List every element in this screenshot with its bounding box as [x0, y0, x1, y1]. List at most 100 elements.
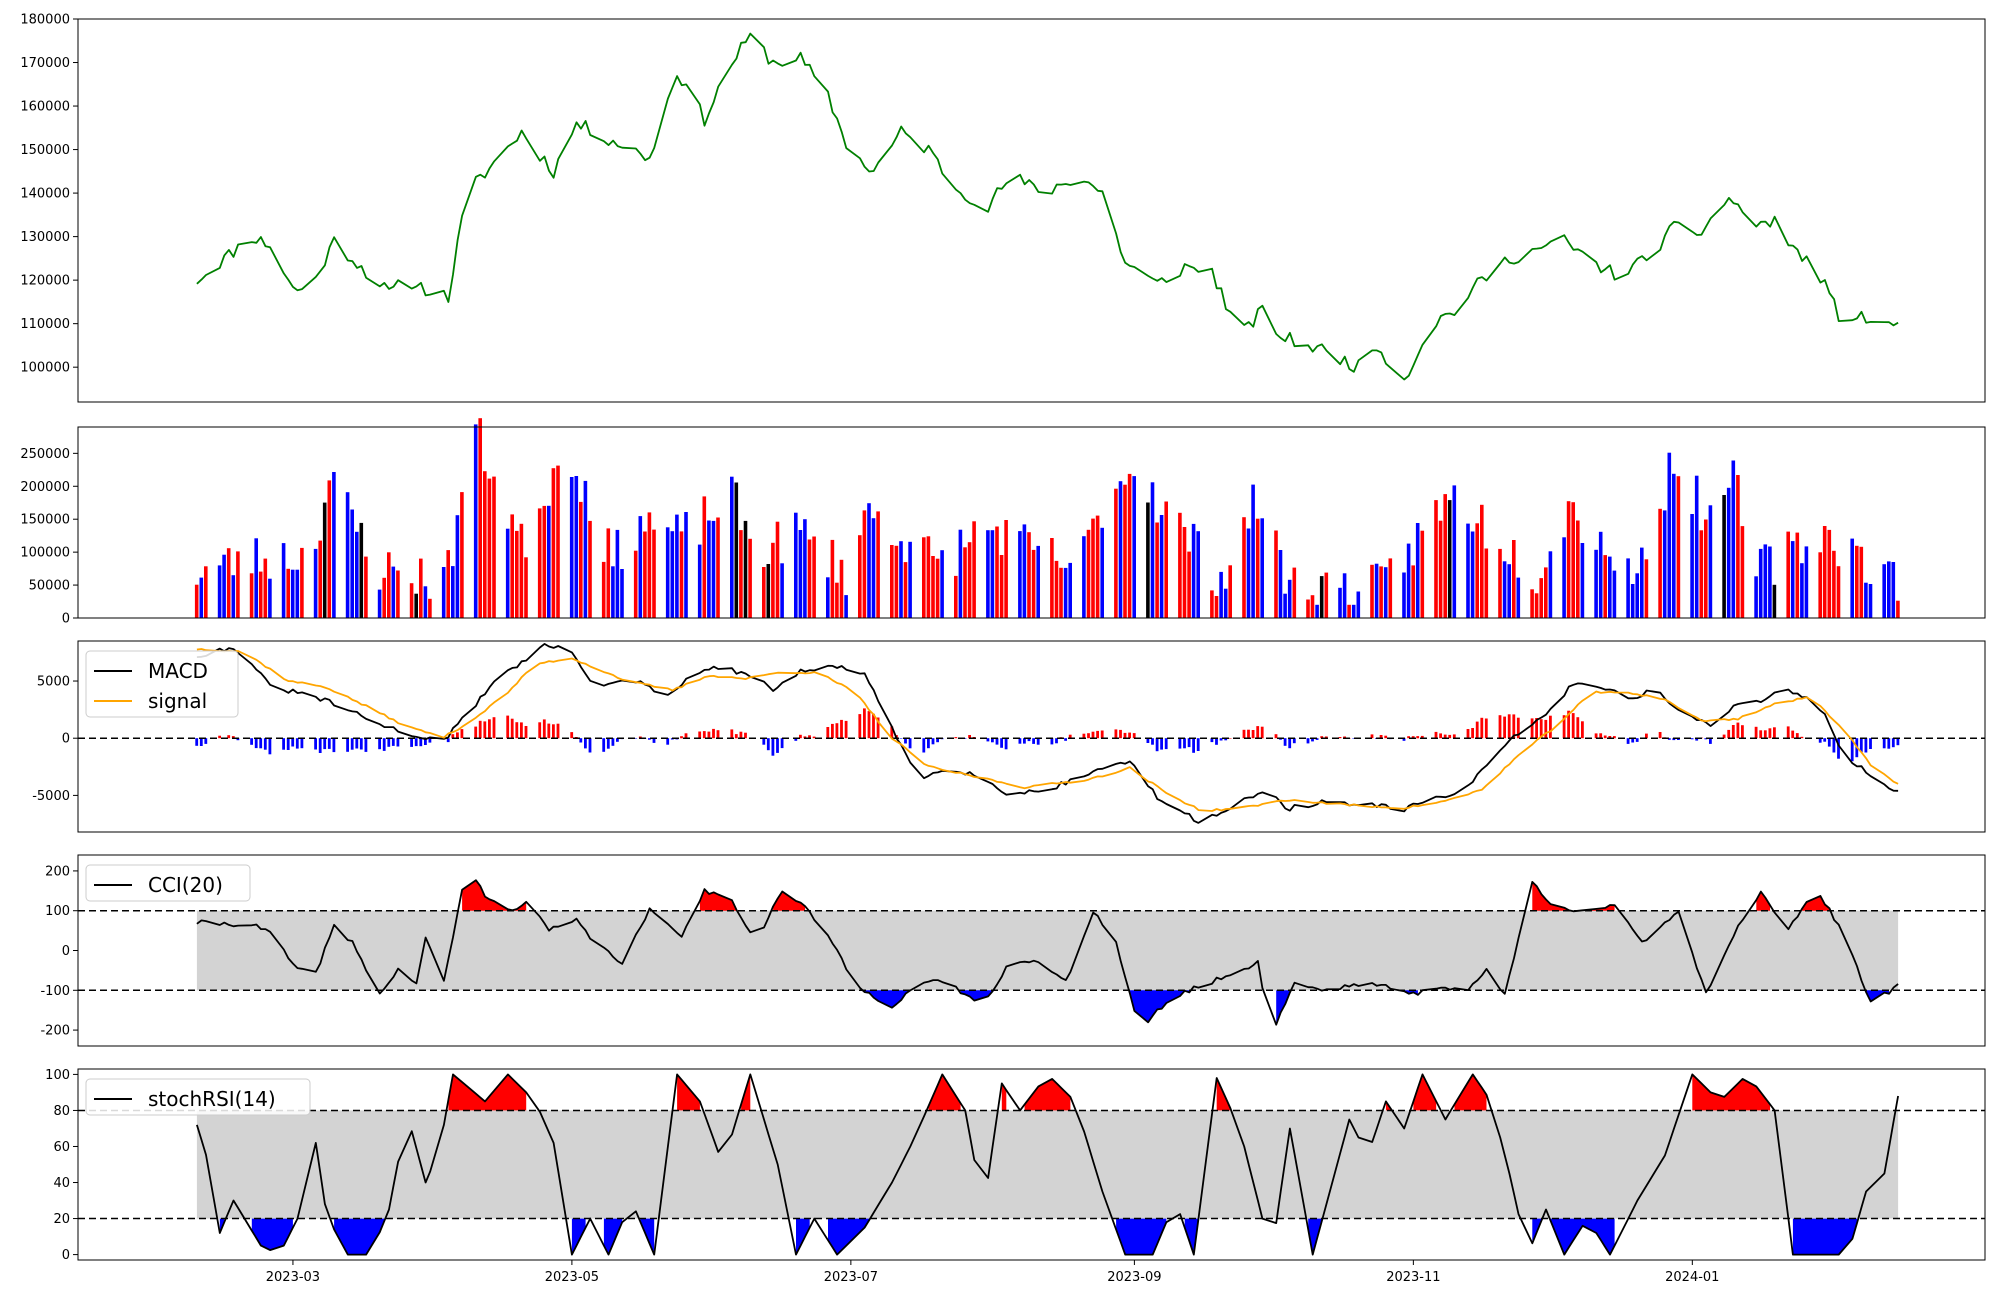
macd-histogram-bar	[812, 736, 816, 739]
volume-bar	[963, 547, 967, 618]
y-tick-label: 250000	[20, 447, 70, 462]
volume-bar	[986, 530, 990, 618]
macd-histogram-bar	[780, 738, 784, 749]
volume-bar	[1562, 537, 1566, 618]
macd-histogram-bar	[638, 736, 642, 739]
macd-histogram-bar	[1544, 719, 1548, 739]
volume-bar	[803, 519, 807, 618]
volume-bar	[611, 566, 615, 618]
y-tick-label: 180000	[20, 13, 70, 28]
volume-bar	[1027, 532, 1031, 618]
volume-bar	[922, 537, 926, 618]
macd-histogram-bar	[1727, 729, 1731, 739]
volume-bar	[281, 543, 286, 618]
macd-histogram-bar	[588, 738, 592, 753]
macd-histogram-bar	[1795, 733, 1799, 739]
macd-histogram-bar	[1283, 738, 1287, 746]
macd-histogram-bar	[858, 714, 862, 739]
volume-bar	[1351, 604, 1356, 618]
volume-bar	[1790, 541, 1795, 618]
macd-histogram-bar	[218, 735, 221, 739]
macd-histogram-bar	[478, 720, 482, 739]
volume-bar	[1447, 500, 1452, 618]
macd-histogram-bar	[1535, 718, 1538, 739]
volume-bar	[633, 550, 638, 618]
macd-histogram-bar	[1549, 715, 1552, 739]
macd-histogram-bar	[446, 738, 450, 743]
macd-histogram-bar	[954, 737, 958, 739]
volume-bar	[1347, 604, 1351, 618]
macd-histogram-bar	[826, 727, 830, 739]
overbought-fill	[1756, 891, 1771, 911]
overbought-fill	[1532, 881, 1569, 911]
volume-bar	[990, 530, 995, 618]
macd-histogram-bar	[1832, 738, 1836, 753]
volume-bar	[1576, 520, 1580, 618]
macd-histogram-bar	[524, 726, 528, 739]
volume-bar	[1726, 487, 1731, 618]
macd-histogram-bar	[286, 738, 290, 750]
y-tick-label: 150000	[20, 143, 70, 158]
volume-bar	[1379, 566, 1383, 618]
macd-histogram-bar	[1818, 738, 1822, 743]
volume-bar	[1274, 530, 1278, 618]
macd-histogram-bar	[991, 738, 994, 743]
volume-bar	[1758, 548, 1763, 618]
volume-bar	[903, 562, 908, 618]
macd-histogram-bar	[1155, 738, 1159, 752]
volume-bar	[1534, 593, 1539, 618]
volume-bar	[579, 501, 583, 618]
macd-histogram-bar	[1219, 738, 1223, 741]
macd-histogram-bar	[652, 738, 656, 743]
y-tick-label: -200	[40, 1024, 70, 1039]
volume-bar	[1182, 527, 1187, 618]
volume-bar	[707, 520, 711, 618]
volume-bar	[1443, 494, 1447, 618]
macd-histogram-bar	[1306, 738, 1310, 744]
volume-bar	[1658, 508, 1662, 618]
plot-background	[78, 427, 1985, 618]
volume-bar	[1896, 600, 1900, 618]
volume-bar	[1580, 543, 1585, 618]
volume-bar	[263, 558, 268, 618]
macd-histogram-bar	[766, 738, 770, 751]
volume-bar	[926, 536, 931, 618]
macd-histogram-bar	[227, 735, 231, 739]
macd-histogram-bar	[1416, 736, 1420, 739]
volume-bar	[1630, 584, 1635, 618]
macd-histogram-bar	[1448, 734, 1452, 739]
macd-histogram-bar	[1690, 738, 1694, 740]
volume-bar	[908, 541, 912, 618]
macd-histogram-bar	[1228, 738, 1232, 739]
volume-bar	[679, 531, 684, 618]
volume-bar	[1146, 502, 1150, 618]
volume-bar	[396, 570, 400, 618]
macd-histogram-bar	[1823, 738, 1827, 742]
macd-histogram-bar	[1567, 710, 1570, 739]
macd-histogram-bar	[1539, 719, 1543, 739]
volume-bar	[1772, 584, 1777, 618]
volume-bar	[332, 472, 336, 618]
macd-histogram-bar	[1759, 730, 1763, 739]
volume-bar	[638, 516, 643, 618]
macd-histogram-bar	[1741, 725, 1744, 739]
macd-histogram-bar	[1475, 721, 1479, 739]
volume-bar	[1822, 526, 1827, 618]
macd-histogram-bar	[424, 738, 427, 745]
volume-bar	[377, 589, 382, 618]
volume-bar	[958, 529, 963, 618]
macd-histogram-bar	[611, 738, 615, 746]
volume-bar	[862, 510, 867, 618]
volume-bar	[322, 502, 327, 618]
macd-histogram-bar	[872, 713, 875, 739]
volume-bar	[899, 541, 903, 618]
volume-bar	[1374, 563, 1379, 618]
macd-histogram-bar	[1773, 727, 1776, 739]
volume-bar	[1219, 571, 1223, 618]
volume-bar	[1150, 482, 1155, 618]
volume-bar	[258, 571, 263, 618]
macd-line	[196, 643, 1899, 824]
macd-histogram-bar	[391, 738, 395, 746]
oversold-fill	[1184, 1218, 1199, 1255]
volume-bar	[1050, 538, 1054, 618]
